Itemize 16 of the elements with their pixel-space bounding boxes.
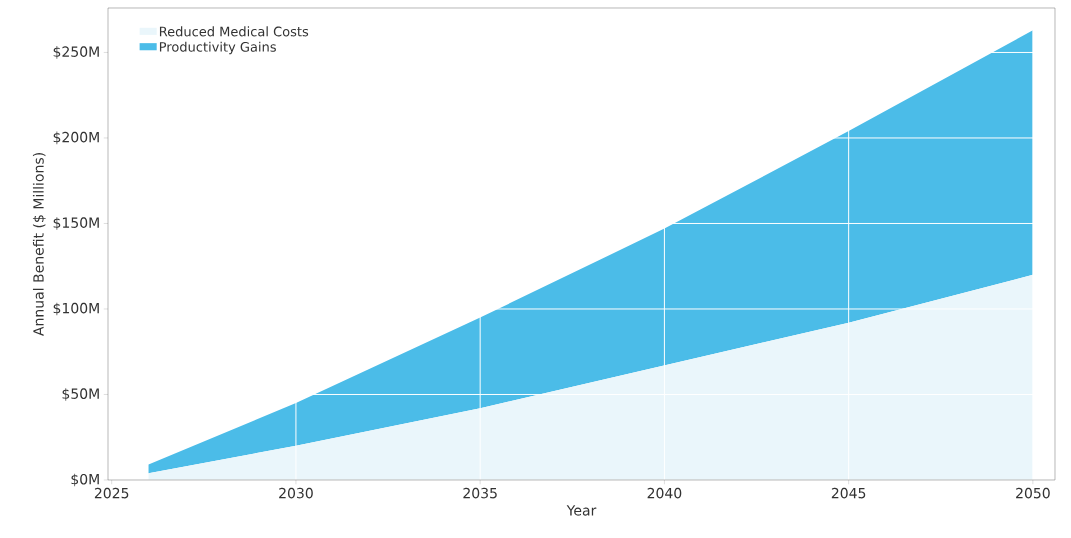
legend-label: Productivity Gains: [159, 41, 276, 55]
x-tick-label: 2025: [94, 487, 129, 499]
y-tick-label: $50M: [62, 388, 99, 401]
x-tick-label: 2040: [647, 487, 682, 499]
x-tick-label: 2045: [831, 487, 866, 499]
y-tick-label: $200M: [53, 131, 99, 145]
x-tick-label: 2035: [463, 487, 497, 499]
y-tick-label: $0M: [71, 473, 99, 487]
legend-label: Reduced Medical Costs: [159, 26, 309, 37]
x-axis-title: Year: [566, 505, 597, 516]
x-tick-label: 2050: [1016, 487, 1050, 499]
y-tick-label: $100M: [53, 302, 99, 316]
y-tick-label: $150M: [53, 217, 99, 230]
y-tick-label: $250M: [53, 46, 99, 59]
y-axis-title: Annual Benefit ($ Millions): [32, 153, 46, 336]
x-tick-label: 2030: [279, 487, 313, 499]
